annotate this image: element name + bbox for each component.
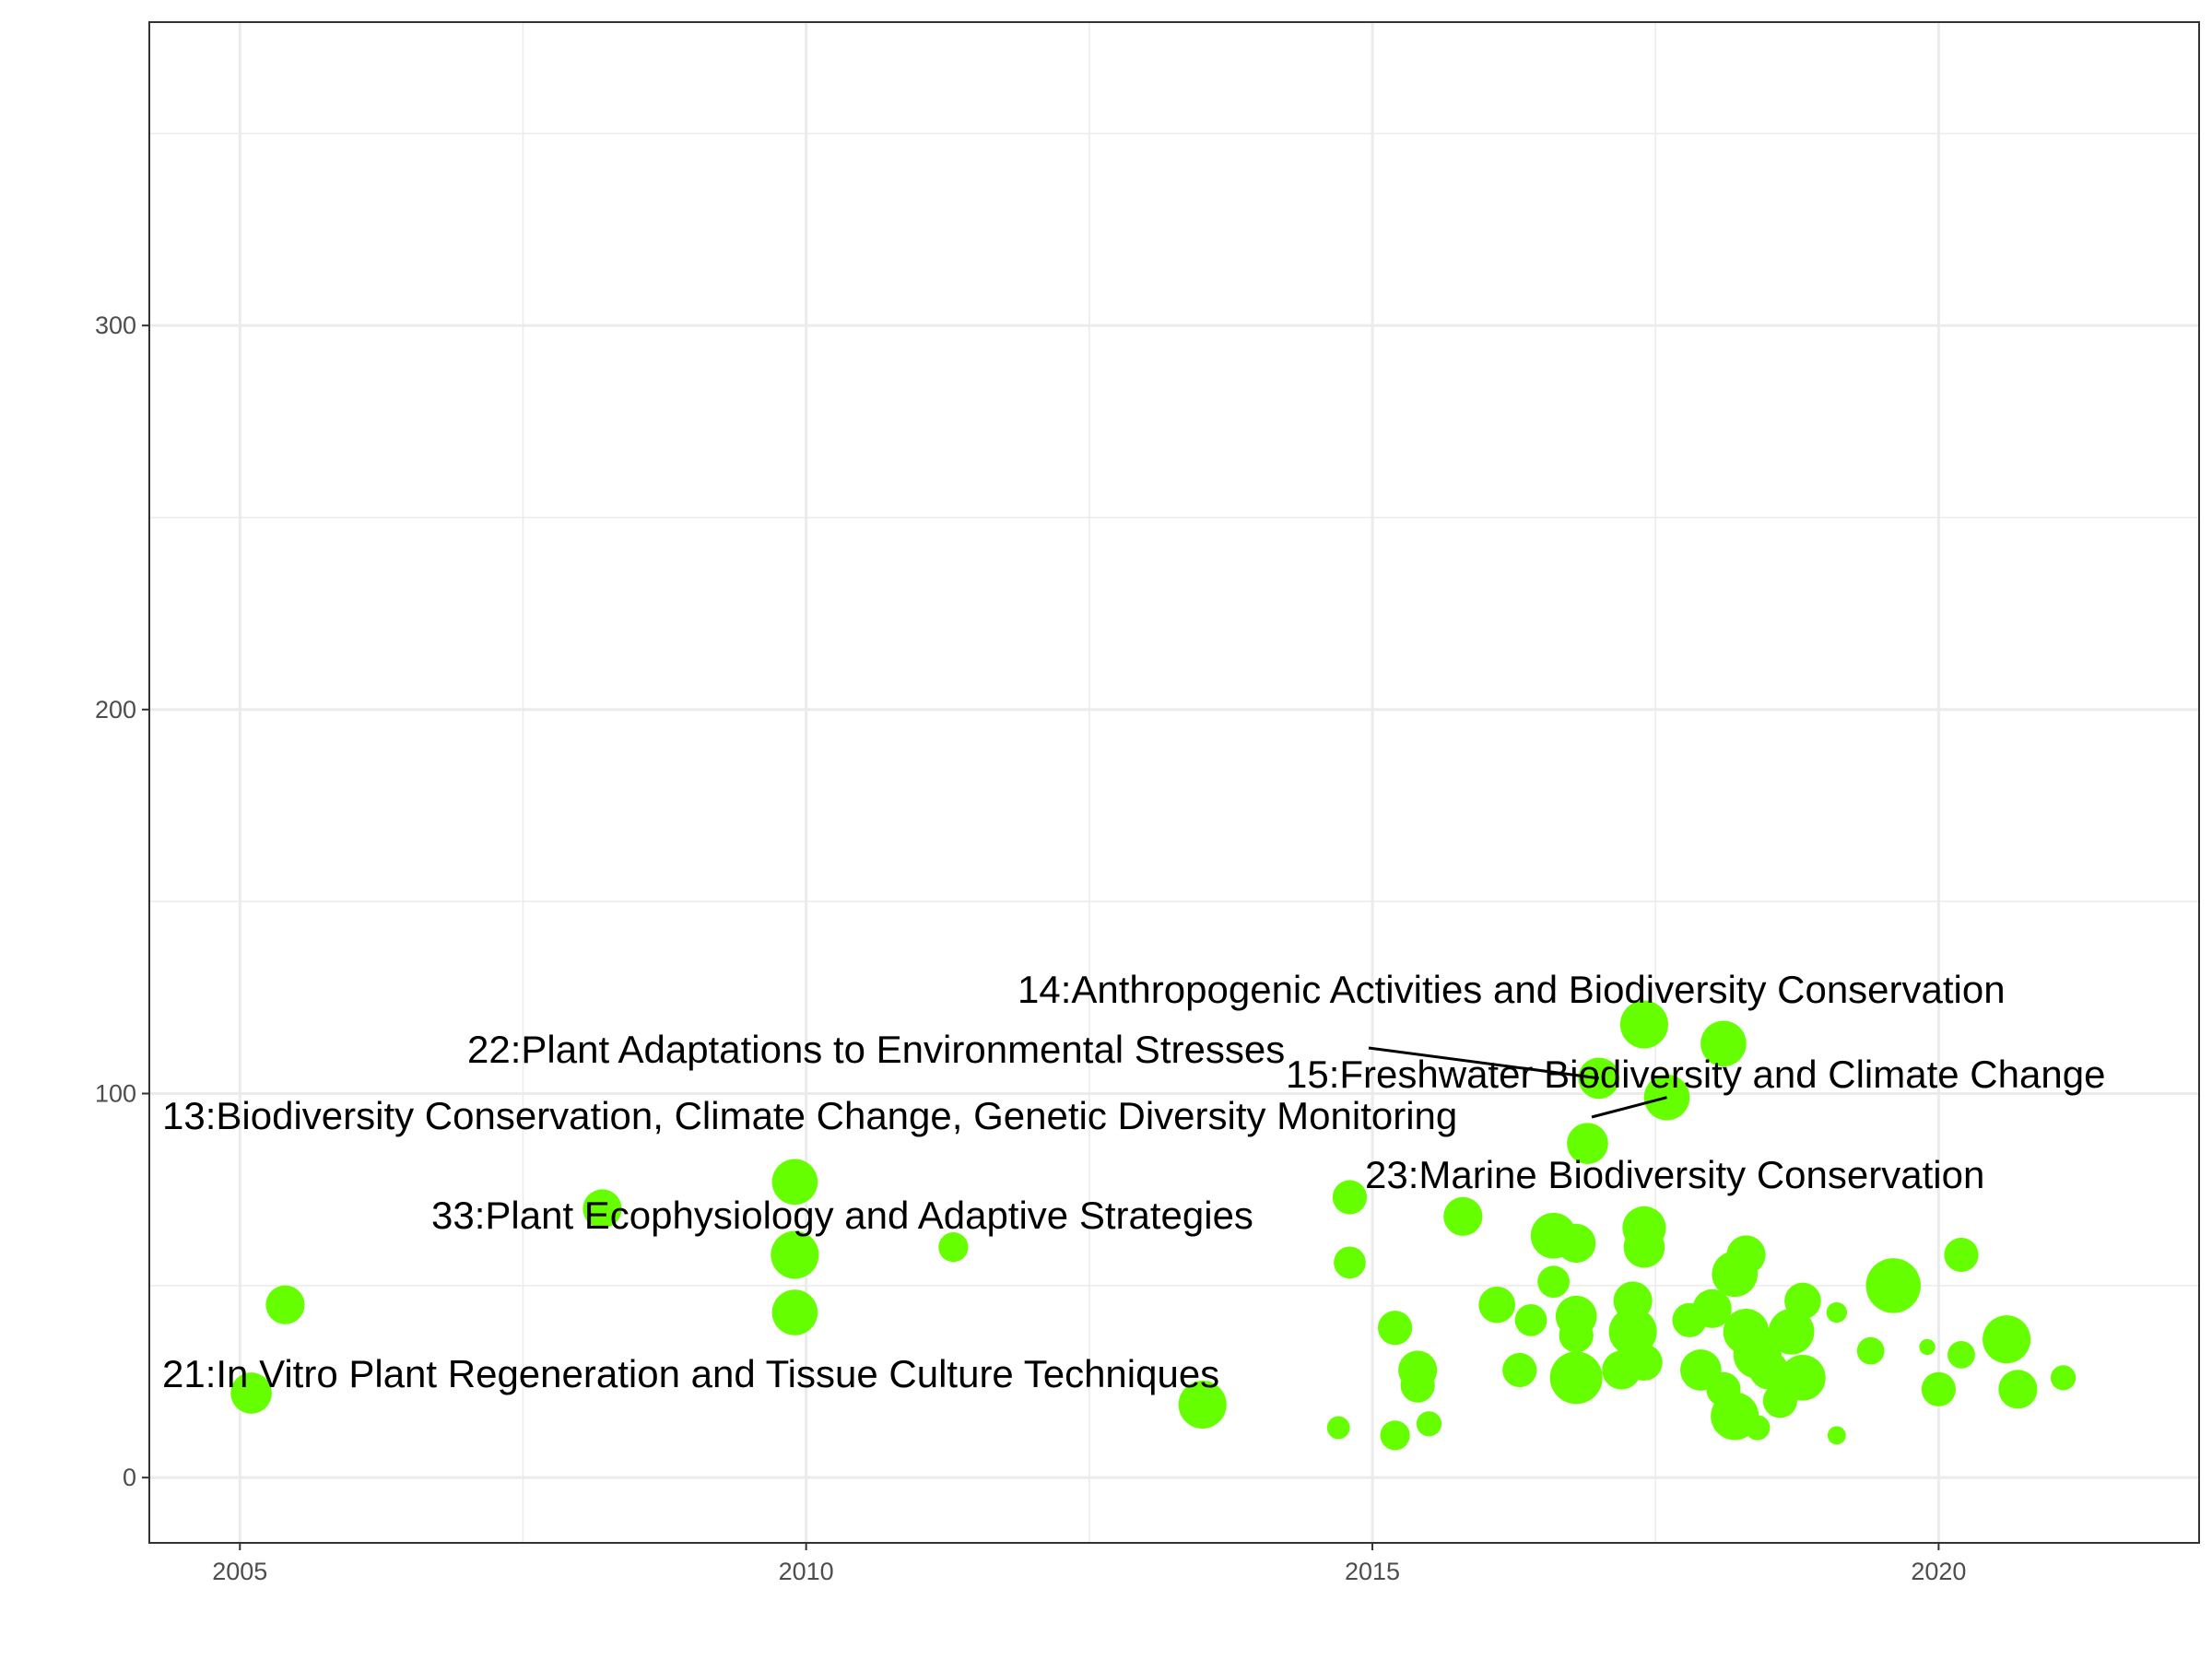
data-point — [1549, 1351, 1603, 1405]
x-tick-label: 2005 — [212, 1558, 267, 1585]
data-point — [1334, 1246, 1366, 1279]
x-tick-label: 2010 — [779, 1558, 834, 1585]
annotation-leader-line — [1368, 1046, 1599, 1080]
data-point — [1178, 1380, 1227, 1430]
data-point — [1619, 1000, 1668, 1049]
data-point — [1983, 1315, 2031, 1364]
data-point — [1745, 1415, 1771, 1441]
y-tick-label: 100 — [95, 1080, 136, 1108]
data-point — [1400, 1368, 1435, 1403]
data-point — [1559, 1318, 1594, 1353]
annotations: 14:Anthropogenic Activities and Biodiver… — [162, 968, 2105, 1395]
data-point — [1608, 1307, 1657, 1356]
data-point — [1919, 1338, 1936, 1356]
y-axis: 0 100 200 300 — [95, 312, 149, 1491]
data-point — [1378, 1311, 1413, 1346]
grid — [149, 22, 2199, 1543]
data-point — [230, 1372, 272, 1414]
annotation-leader-line — [1591, 1096, 1667, 1119]
x-tick-label: 2020 — [1911, 1558, 1966, 1585]
annotation-label: 14:Anthropogenic Activities and Biodiver… — [1018, 968, 2006, 1011]
data-point — [771, 1230, 819, 1279]
data-point — [1443, 1196, 1483, 1236]
data-point — [1567, 1123, 1608, 1164]
data-point — [1947, 1340, 1975, 1369]
data-point — [771, 1289, 818, 1335]
data-point — [1865, 1258, 1922, 1313]
data-point — [1856, 1336, 1885, 1365]
data-point — [2050, 1365, 2077, 1391]
data-point — [1726, 1235, 1766, 1275]
y-tick-label: 300 — [95, 312, 136, 339]
data-point — [1537, 1265, 1570, 1299]
x-tick-label: 2015 — [1345, 1558, 1400, 1585]
data-point — [1416, 1411, 1442, 1437]
annotation-label: 21:In Vitro Plant Regeneration and Tissu… — [162, 1352, 1219, 1395]
annotation-label: 33:Plant Ecophysiology and Adaptive Stra… — [431, 1194, 1253, 1237]
data-point — [1502, 1352, 1537, 1388]
data-point — [1998, 1370, 2038, 1409]
data-point — [1768, 1309, 1815, 1355]
data-point — [938, 1232, 969, 1263]
data-point — [1827, 1426, 1846, 1445]
data-point — [1826, 1301, 1847, 1324]
data-point — [1780, 1355, 1826, 1401]
annotation-label: 23:Marine Biodiversity Conservation — [1365, 1153, 1984, 1196]
x-axis: 2005 2010 2015 2020 — [212, 1543, 1966, 1585]
data-point — [1578, 1057, 1620, 1100]
data-point — [771, 1159, 818, 1206]
data-point — [1557, 1223, 1596, 1264]
annotation-label: 13:Biodiversity Conservation, Climate Ch… — [162, 1094, 1457, 1137]
data-point — [1784, 1282, 1821, 1320]
plot-background — [149, 22, 2199, 1543]
y-tick-label: 200 — [95, 696, 136, 724]
data-point — [1749, 1350, 1789, 1390]
data-point — [1921, 1371, 1956, 1406]
annotation-leaders — [1368, 1046, 1667, 1119]
data-point — [582, 1189, 622, 1229]
data-point — [1380, 1420, 1410, 1451]
data-point — [1326, 1416, 1350, 1440]
y-tick-label: 0 — [123, 1464, 136, 1491]
annotation-label: 15:Freshwater Biodiversity and Climate C… — [1286, 1053, 2105, 1096]
data-point — [1332, 1180, 1368, 1215]
data-point — [1944, 1237, 1979, 1273]
data-points — [230, 1000, 2077, 1451]
plot-border — [148, 21, 2200, 1544]
data-point — [1478, 1286, 1516, 1324]
annotation-label: 22:Plant Adaptations to Environmental St… — [467, 1028, 1285, 1071]
data-point — [1514, 1303, 1547, 1336]
data-point — [1623, 1226, 1665, 1268]
data-point — [1626, 1344, 1663, 1382]
data-point — [1700, 1020, 1747, 1067]
data-point — [265, 1285, 305, 1324]
data-point — [1692, 1288, 1732, 1328]
